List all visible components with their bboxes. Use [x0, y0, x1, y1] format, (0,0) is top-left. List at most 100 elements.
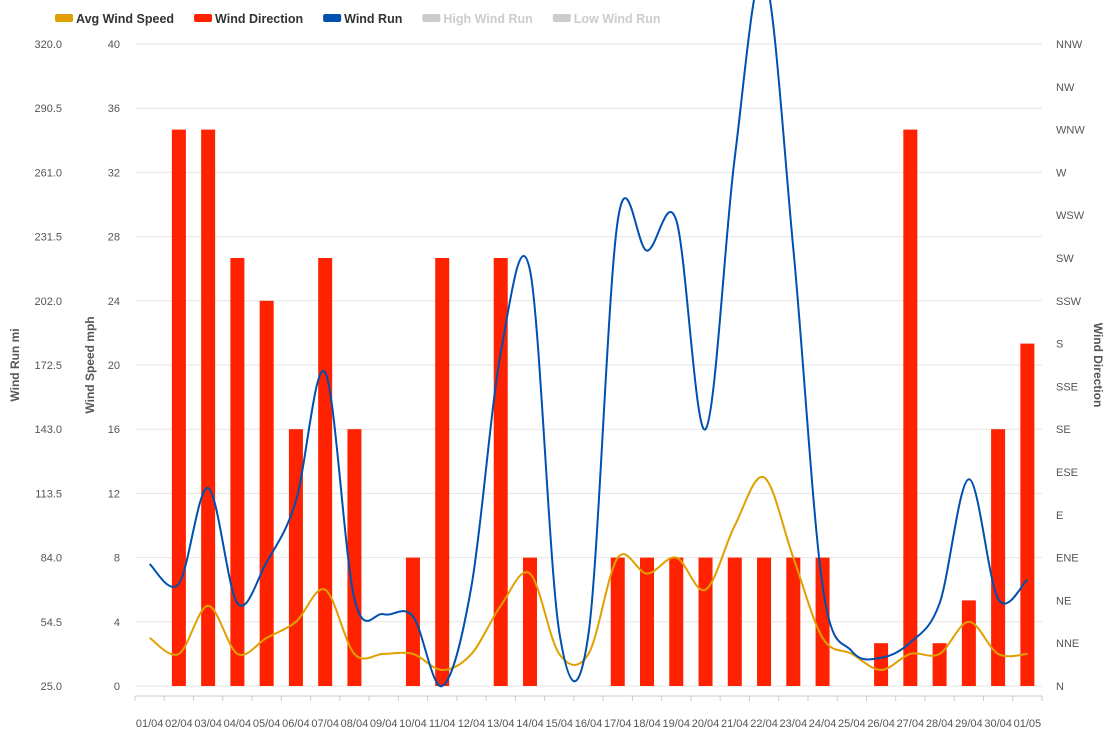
x-axis-label: 27/04 — [897, 718, 925, 730]
wind-direction-bar — [259, 300, 274, 686]
wind-direction-bar — [727, 557, 742, 686]
wind-speed-tick-label: 24 — [108, 296, 120, 308]
wind-speed-tick-label: 8 — [114, 553, 120, 565]
wind-run-tick-label: 172.5 — [34, 360, 62, 372]
wind-direction-tick-label: W — [1056, 167, 1067, 179]
wind-direction-tick-label: ENE — [1056, 553, 1079, 565]
wind-speed-tick-label: 12 — [108, 488, 120, 500]
wind-run-tick-label: 261.0 — [34, 167, 62, 179]
wind-direction-tick-label: SE — [1056, 424, 1071, 436]
wind-direction-tick-label: SSW — [1056, 296, 1082, 308]
x-axis-label: 25/04 — [838, 718, 866, 730]
avg-wind-speed-line — [149, 476, 1028, 672]
wind-direction-bar — [435, 258, 450, 686]
wind-run-tick-label: 25.0 — [41, 681, 62, 693]
wind-direction-bar — [201, 129, 216, 687]
wind-run-tick-label: 84.0 — [41, 553, 62, 565]
x-axis-label: 24/04 — [809, 718, 837, 730]
wind-direction-bar — [932, 643, 947, 686]
legend-swatch — [422, 14, 441, 22]
x-axis-label: 02/04 — [165, 718, 193, 730]
wind-direction-tick-label: SW — [1056, 253, 1074, 265]
wind-direction-tick-label: NE — [1056, 595, 1071, 607]
wind-run-tick-label: 143.0 — [34, 424, 62, 436]
legend-label: High Wind Run — [443, 12, 532, 26]
legend-swatch — [194, 14, 213, 22]
wind-direction-tick-label: S — [1056, 339, 1063, 351]
legend-item: High Wind Run — [422, 12, 533, 26]
line-series — [148, 0, 1029, 688]
wind-direction-bar — [405, 557, 420, 686]
x-axis-label: 17/04 — [604, 718, 632, 730]
wind-direction-tick-label: SSE — [1056, 381, 1078, 393]
wind-direction-bar — [874, 643, 889, 686]
wind-direction-bar — [1020, 343, 1035, 686]
x-axis-label: 07/04 — [311, 718, 339, 730]
x-axis-label: 10/04 — [399, 718, 427, 730]
wind-direction-tick-label: NNW — [1056, 39, 1083, 51]
x-axis-label: 22/04 — [750, 718, 778, 730]
wind-direction-bar — [171, 129, 186, 687]
wind-direction-bar — [230, 258, 245, 686]
x-axis-label: 12/04 — [458, 718, 486, 730]
wind-direction-bar — [757, 557, 772, 686]
wind-run-tick-label: 320.0 — [34, 39, 62, 51]
x-axis-label: 04/04 — [224, 718, 252, 730]
wind-run-line — [148, 0, 1029, 688]
wind-speed-tick-label: 36 — [108, 103, 120, 115]
wind-run-tick-label: 113.5 — [35, 488, 62, 500]
wind-direction-tick-label: WSW — [1056, 210, 1085, 222]
wind-direction-bar — [610, 557, 625, 686]
wind-direction-tick-label: ESE — [1056, 467, 1078, 479]
legend-item: Wind Direction — [194, 12, 303, 26]
wind-speed-tick-label: 4 — [114, 617, 120, 629]
legend-label: Wind Direction — [215, 12, 303, 26]
wind-direction-bar — [493, 258, 508, 686]
wind-speed-axis-title: Wind Speed mph — [83, 316, 97, 413]
wind-speed-tick-label: 40 — [108, 39, 120, 51]
wind-direction-bar — [698, 557, 713, 686]
wind-run-tick-label: 202.0 — [34, 296, 62, 308]
x-axis-label: 15/04 — [545, 718, 573, 730]
legend-label: Low Wind Run — [574, 12, 661, 26]
x-axis-label: 06/04 — [282, 718, 310, 730]
x-axis-label: 01/05 — [1014, 718, 1042, 730]
legend-label: Avg Wind Speed — [76, 12, 174, 26]
wind-direction-bar — [288, 429, 303, 686]
legend-swatch — [55, 14, 73, 22]
x-axis-label: 13/04 — [487, 718, 515, 730]
wind-speed-tick-label: 28 — [108, 232, 120, 244]
wind-direction-tick-label: NW — [1056, 82, 1075, 94]
wind-speed-tick-label: 20 — [108, 360, 120, 372]
wind-direction-tick-label: NNE — [1056, 638, 1079, 650]
x-axis-label: 09/04 — [370, 718, 398, 730]
legend-item: Avg Wind Speed — [55, 12, 174, 26]
x-axis-label: 11/04 — [429, 718, 456, 730]
x-axis-label: 21/04 — [721, 718, 749, 730]
wind-direction-bar — [903, 129, 918, 687]
wind-direction-bar — [640, 557, 655, 686]
wind-direction-axis-title: Wind Direction — [1091, 323, 1105, 408]
wind-speed-tick-label: 32 — [108, 167, 120, 179]
x-axis-label: 26/04 — [867, 718, 895, 730]
x-axis-label: 20/04 — [692, 718, 720, 730]
wind-run-tick-label: 54.5 — [41, 617, 62, 629]
x-axis-label: 08/04 — [341, 718, 369, 730]
wind-run-tick-label: 290.5 — [34, 103, 62, 115]
x-axis-label: 19/04 — [663, 718, 691, 730]
wind-direction-bar — [991, 429, 1006, 686]
legend-item: Low Wind Run — [552, 12, 661, 26]
wind-direction-bars — [171, 129, 1035, 687]
x-axis-label: 30/04 — [984, 718, 1012, 730]
wind-direction-tick-label: WNW — [1056, 125, 1085, 137]
grid-lines — [135, 43, 1042, 687]
axes: Wind Run mi Wind Speed mph Wind Directio… — [8, 39, 1105, 730]
wind-direction-bar — [318, 258, 333, 686]
legend-label: Wind Run — [344, 12, 402, 26]
wind-direction-bar — [815, 557, 830, 686]
wind-direction-tick-label: N — [1056, 681, 1064, 693]
wind-speed-tick-label: 0 — [114, 681, 120, 693]
wind-direction-bar — [669, 557, 684, 686]
